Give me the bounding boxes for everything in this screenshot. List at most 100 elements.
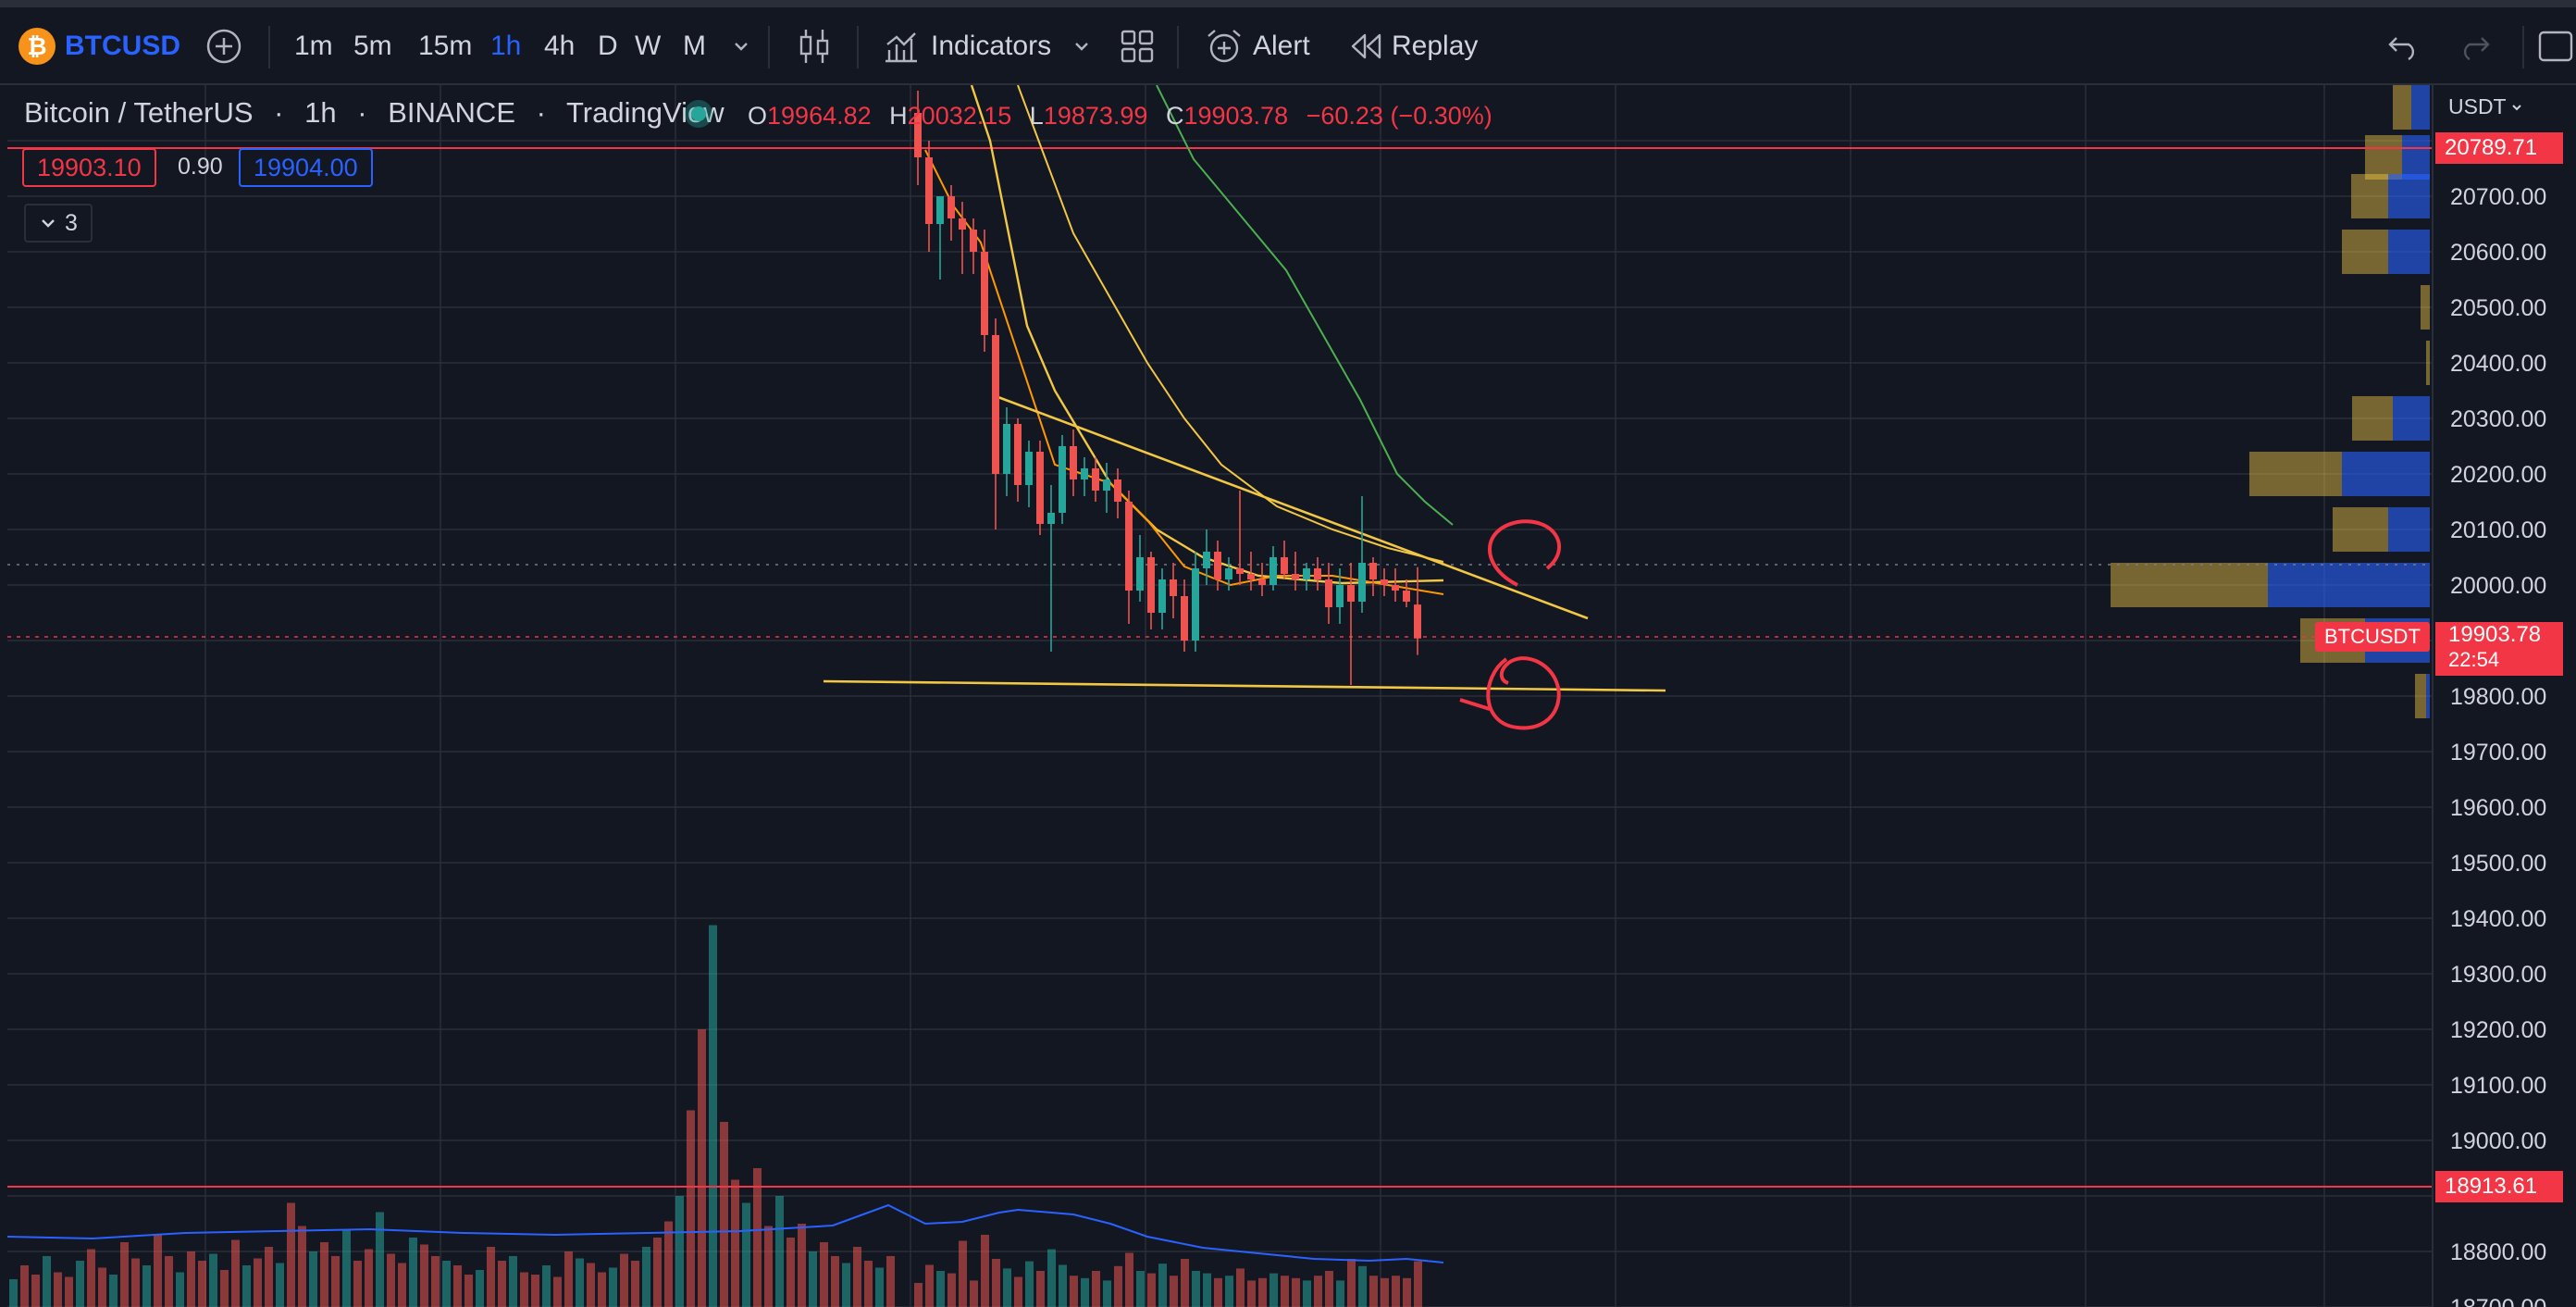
candle-body bbox=[1203, 552, 1210, 568]
compare-add-button[interactable] bbox=[205, 7, 242, 85]
volume-bar bbox=[342, 1230, 351, 1307]
toolbar-divider bbox=[768, 26, 770, 68]
timeframe-1m[interactable]: 1m bbox=[294, 31, 333, 61]
timeframe-1h[interactable]: 1h bbox=[490, 31, 522, 61]
indicators-label: Indicators bbox=[931, 31, 1052, 61]
volume-bar bbox=[1369, 1276, 1378, 1307]
volume-bar bbox=[1047, 1249, 1056, 1307]
volume-bar bbox=[276, 1263, 284, 1307]
volume-bar bbox=[442, 1261, 451, 1307]
layout-button[interactable] bbox=[1120, 7, 1155, 85]
volume-bar bbox=[431, 1256, 440, 1307]
volume-bar bbox=[981, 1235, 989, 1307]
volume-bar bbox=[1314, 1276, 1322, 1307]
legend-title[interactable]: Bitcoin / TetherUS bbox=[24, 96, 254, 129]
timeframe-15m[interactable]: 15m bbox=[418, 31, 473, 61]
symbol-button[interactable]: ₿ BTCUSD bbox=[19, 7, 180, 85]
volume-bar bbox=[1036, 1271, 1045, 1307]
redo-button[interactable] bbox=[2458, 7, 2491, 85]
candle-body bbox=[1070, 446, 1077, 479]
volume-bar bbox=[31, 1275, 40, 1307]
timeframe-W[interactable]: W bbox=[635, 31, 662, 61]
high-price-label: 20789.71 bbox=[2435, 132, 2563, 164]
moving-average-line bbox=[1017, 85, 1444, 563]
indicators-dropdown-button[interactable] bbox=[1071, 7, 1092, 85]
candle-body bbox=[992, 335, 999, 474]
sell-price-button[interactable]: 19903.10 bbox=[22, 148, 156, 187]
volume-profile-buy bbox=[2393, 396, 2430, 441]
volume-bar bbox=[476, 1270, 484, 1307]
volume-bar bbox=[265, 1247, 273, 1307]
price-axis[interactable]: 20700.00 20600.00 20500.00 20400.00 20300.00… bbox=[2450, 184, 2546, 1307]
volume-profile-sell bbox=[2365, 135, 2402, 180]
volume-bar bbox=[886, 1256, 895, 1307]
chart-type-button[interactable] bbox=[798, 7, 831, 85]
fullscreen-button[interactable] bbox=[2537, 7, 2574, 85]
price-axis-tick: 18700.00 bbox=[2450, 1295, 2546, 1307]
volume-bar bbox=[564, 1251, 573, 1307]
candle-body bbox=[1392, 585, 1399, 591]
volume-profile-sell bbox=[2342, 230, 2388, 274]
volume-bar bbox=[1269, 1273, 1278, 1307]
buy-price-button[interactable]: 19904.00 bbox=[239, 148, 373, 187]
indicators-toggle[interactable]: 3 bbox=[24, 204, 93, 243]
volume-bar bbox=[1092, 1271, 1100, 1307]
candle-body bbox=[1247, 574, 1255, 579]
last-price-value: 19903.78 bbox=[2448, 622, 2542, 647]
volume-bar bbox=[254, 1258, 262, 1307]
candle-body bbox=[1170, 579, 1177, 596]
volume-bar bbox=[1236, 1268, 1245, 1307]
alert-button[interactable]: Alert bbox=[1205, 7, 1310, 85]
volume-bar bbox=[1292, 1277, 1300, 1307]
volume-bar bbox=[959, 1240, 967, 1307]
undo-button[interactable] bbox=[2387, 7, 2421, 85]
volume-bar bbox=[1192, 1271, 1200, 1307]
volume-bar bbox=[798, 1224, 806, 1307]
volume-bar bbox=[576, 1258, 584, 1307]
volume-profile-buy bbox=[2411, 85, 2430, 130]
volume-bar bbox=[365, 1249, 373, 1307]
replay-button[interactable]: Replay bbox=[1349, 7, 1478, 85]
volume-bar bbox=[831, 1256, 839, 1307]
candle-body bbox=[1125, 502, 1133, 591]
volume-profile-sell bbox=[2393, 85, 2411, 130]
timeframe-4h[interactable]: 4h bbox=[544, 31, 576, 61]
volume-bar bbox=[698, 1029, 706, 1307]
currency-selector[interactable]: USDT bbox=[2448, 94, 2523, 119]
candle-body bbox=[1358, 563, 1366, 602]
volume-bar bbox=[642, 1247, 650, 1307]
chevron-down-icon bbox=[1075, 43, 1088, 51]
last-price-label: 19903.78 22:54 bbox=[2435, 622, 2563, 676]
candle-body bbox=[1336, 585, 1344, 607]
open-label: O bbox=[748, 102, 768, 130]
volume-bar bbox=[176, 1272, 184, 1307]
indicators-button[interactable]: Indicators bbox=[883, 7, 1051, 85]
rewind-icon bbox=[1351, 33, 1381, 59]
candle-body bbox=[1403, 591, 1410, 602]
volume-bar bbox=[853, 1247, 861, 1307]
volume-bar bbox=[131, 1258, 140, 1307]
candle-body bbox=[1347, 585, 1355, 602]
volume-bar bbox=[76, 1261, 84, 1307]
volume-bar bbox=[1214, 1277, 1222, 1307]
candle-body bbox=[1236, 568, 1244, 574]
volume-profile-buy bbox=[2388, 230, 2430, 274]
redo-icon bbox=[2463, 37, 2490, 60]
candle-body bbox=[959, 218, 966, 230]
price-chart[interactable]: 20700.00 20600.00 20500.00 20400.00 20300.00… bbox=[0, 85, 2576, 1307]
alarm-clock-icon bbox=[1208, 30, 1241, 63]
candle-body bbox=[1192, 568, 1199, 641]
candle-body bbox=[970, 230, 977, 252]
toolbar-divider bbox=[1177, 26, 1179, 68]
volume-bar bbox=[664, 1221, 673, 1307]
timeframe-dropdown-button[interactable] bbox=[731, 7, 751, 85]
timeframe-M[interactable]: M bbox=[683, 31, 706, 61]
volume-bar bbox=[864, 1261, 873, 1307]
timeframe-D[interactable]: D bbox=[598, 31, 618, 61]
window-icon bbox=[2538, 31, 2573, 62]
timeframe-5m[interactable]: 5m bbox=[353, 31, 392, 61]
volume-bar bbox=[1003, 1268, 1011, 1307]
volume-bar bbox=[120, 1242, 129, 1307]
low-price-label: 18913.61 bbox=[2435, 1171, 2563, 1202]
market-status-icon[interactable] bbox=[685, 100, 712, 128]
